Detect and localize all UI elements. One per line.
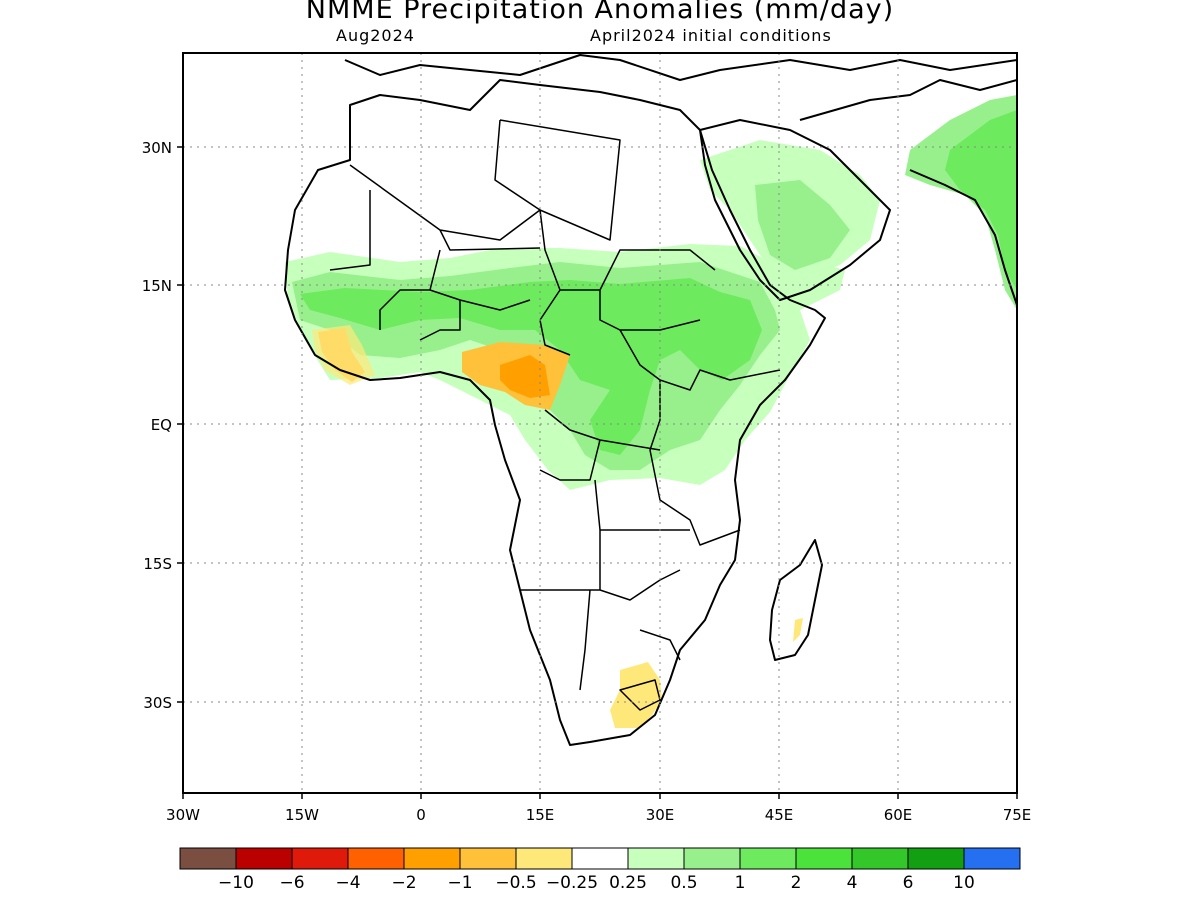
lat-label-15s: 15S	[143, 555, 172, 573]
lat-label-30n: 30N	[142, 139, 172, 157]
colorbar-swatch	[683, 847, 741, 870]
colorbar-label: 4	[847, 873, 858, 893]
colorbar-swatch	[459, 847, 517, 870]
colorbar-swatch	[739, 847, 797, 870]
colorbar-swatch	[515, 847, 573, 870]
colorbar-label: −6	[279, 873, 304, 893]
colorbar-swatch	[403, 847, 461, 870]
colorbar-swatch	[291, 847, 349, 870]
iran-coastline	[799, 79, 1018, 121]
colorbar-swatch	[235, 847, 293, 870]
lon-label-45e: 45E	[765, 806, 794, 824]
initial-conditions-label: April2024 initial conditions	[590, 26, 832, 45]
south-africa-dry	[610, 662, 662, 728]
colorbar-label: 0.5	[670, 873, 697, 893]
colorbar-label: 10	[953, 873, 975, 893]
colorbar-swatch	[347, 847, 405, 870]
lon-label-15e: 15E	[526, 806, 555, 824]
colorbar-label: −0.5	[495, 873, 536, 893]
lon-label-30w: 30W	[166, 806, 200, 824]
colorbar-swatch	[851, 847, 909, 870]
colorbar-swatch	[795, 847, 853, 870]
sahel-wet-strong	[300, 278, 762, 455]
lat-label-eq: EQ	[151, 416, 172, 434]
colorbar-label: 0.25	[609, 873, 647, 893]
colorbar-label: 6	[903, 873, 914, 893]
map-title: NMME Precipitation Anomalies (mm/day)	[305, 0, 895, 25]
india-wet-strong	[945, 110, 1017, 290]
anomaly-shading	[285, 95, 1017, 728]
colorbar-label: 1	[735, 873, 746, 893]
colorbar: −10 −6 −4 −2 −1 −0.5 −0.25 0.25 0.5 1 2 4 6 10	[179, 847, 1021, 893]
europe-coastline	[344, 54, 1018, 81]
lon-label-15w: 15W	[285, 806, 319, 824]
map-frame	[182, 52, 1018, 794]
colorbar-label: −4	[335, 873, 360, 893]
colorbar-label: −10	[218, 873, 254, 893]
cameroon-dry-strong	[500, 355, 550, 398]
colorbar-swatch	[907, 847, 965, 870]
colorbar-label: 2	[791, 873, 802, 893]
west-africa-dry-light	[312, 325, 375, 385]
lon-label-0: 0	[416, 806, 426, 824]
colorbar-swatch	[627, 847, 685, 870]
axis-ticks	[177, 146, 1018, 799]
colorbar-label: −1	[447, 873, 472, 893]
lon-label-75e: 75E	[1003, 806, 1032, 824]
valid-month-label: Aug2024	[336, 26, 415, 45]
lat-label-15n: 15N	[142, 277, 172, 295]
coastlines-and-borders	[284, 54, 1018, 746]
colorbar-label: −0.25	[546, 873, 598, 893]
lon-label-60e: 60E	[884, 806, 913, 824]
latitude-labels: 30N 15N EQ 15S 30S	[142, 139, 172, 712]
arabia-coastline	[699, 119, 891, 301]
country-borders	[329, 119, 781, 711]
madagascar-dry	[793, 618, 803, 642]
madagascar-coastline	[769, 539, 823, 661]
lat-label-30s: 30S	[143, 694, 172, 712]
india-coastline	[909, 169, 1018, 306]
colorbar-swatch	[179, 847, 237, 870]
longitude-labels: 30W 15W 0 15E 30E 45E 60E 75E	[166, 806, 1031, 824]
colorbar-swatch	[571, 847, 629, 870]
colorbar-label: −2	[391, 873, 416, 893]
graticule	[183, 53, 1017, 793]
africa-coastline	[284, 79, 826, 746]
lon-label-30e: 30E	[646, 806, 675, 824]
arabia-wet-medium	[755, 180, 850, 270]
colorbar-swatch	[963, 847, 1021, 870]
